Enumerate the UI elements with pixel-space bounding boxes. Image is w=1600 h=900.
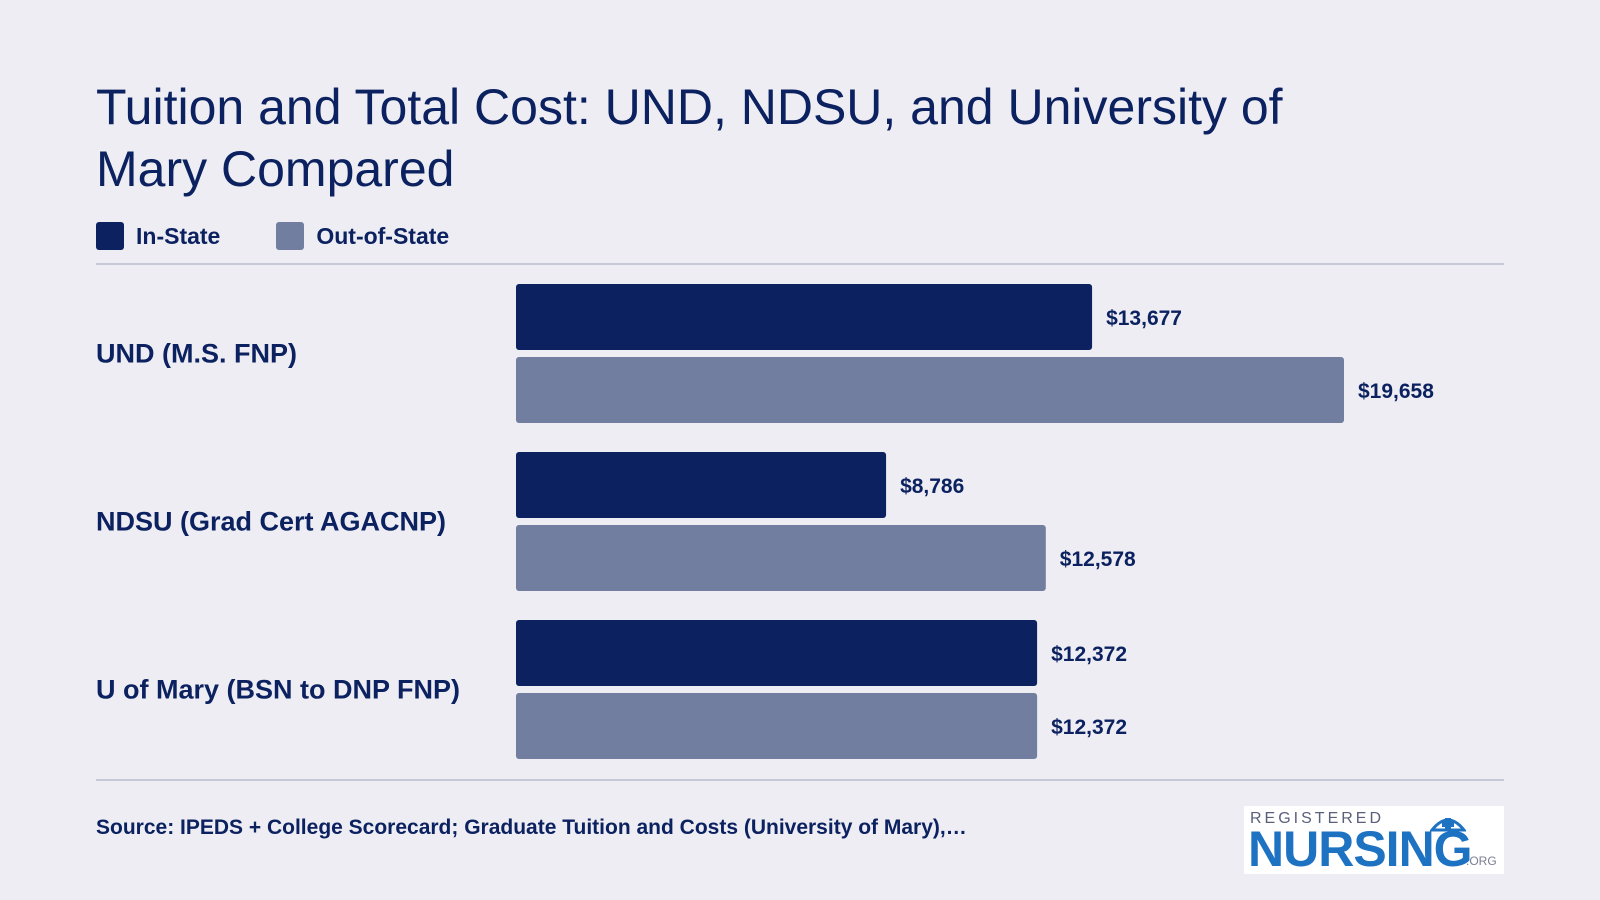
bar-chart: UND (M.S. FNP) $13,677 $19,658 NDSU (Grad C… [96,284,1434,759]
chart-title: Tuition and Total Cost: UND, NDSU, and U… [96,79,1283,197]
legend-label-in-state: In-State [136,222,221,249]
divider-bottom [96,779,1504,781]
category-label-ndsu-grad-cert-agacnp: NDSU (Grad Cert AGACNP) [96,507,446,537]
divider-top [96,263,1504,265]
nurse-cap-icon [1430,818,1466,832]
category-label-und-m-s-fnp: UND (M.S. FNP) [96,339,297,369]
value-label-out-of-state-und-m-s-fnp: $19,658 [1358,380,1434,403]
logo-main-text: NURSING [1248,821,1473,877]
bar-out-of-state-und-m-s-fnp [516,357,1344,423]
bar-out-of-state-ndsu-grad-cert-agacnp [516,525,1046,591]
source-note: Source: IPEDS + College Scorecard; Gradu… [96,816,967,839]
legend-item-out-of-state: Out-of-State [276,222,449,250]
bar-in-state-ndsu-grad-cert-agacnp [516,452,887,518]
bar-in-state-u-of-mary-bsn-to-dnp-fnp [516,620,1038,686]
legend-swatch-out-of-state [276,222,305,250]
registered-nursing-logo: REGISTERED NURSING .ORG [1244,806,1504,877]
category-label-u-of-mary-bsn-to-dnp-fnp: U of Mary (BSN to DNP FNP) [96,675,460,705]
value-label-out-of-state-u-of-mary-bsn-to-dnp-fnp: $12,372 [1051,716,1127,739]
legend-swatch-in-state [96,222,124,250]
logo-top-text: REGISTERED [1250,810,1385,827]
value-label-in-state-ndsu-grad-cert-agacnp: $8,786 [900,475,964,498]
bar-out-of-state-u-of-mary-bsn-to-dnp-fnp [516,693,1038,759]
legend-label-out-of-state: Out-of-State [316,222,450,249]
value-label-in-state-u-of-mary-bsn-to-dnp-fnp: $12,372 [1051,643,1127,666]
value-label-out-of-state-ndsu-grad-cert-agacnp: $12,578 [1060,548,1136,571]
legend-item-in-state: In-State [96,222,220,250]
bar-in-state-und-m-s-fnp [516,284,1093,350]
logo-suffix: .ORG [1466,854,1497,868]
value-label-in-state-und-m-s-fnp: $13,677 [1106,307,1182,330]
legend: In-State Out-of-State [96,222,505,250]
